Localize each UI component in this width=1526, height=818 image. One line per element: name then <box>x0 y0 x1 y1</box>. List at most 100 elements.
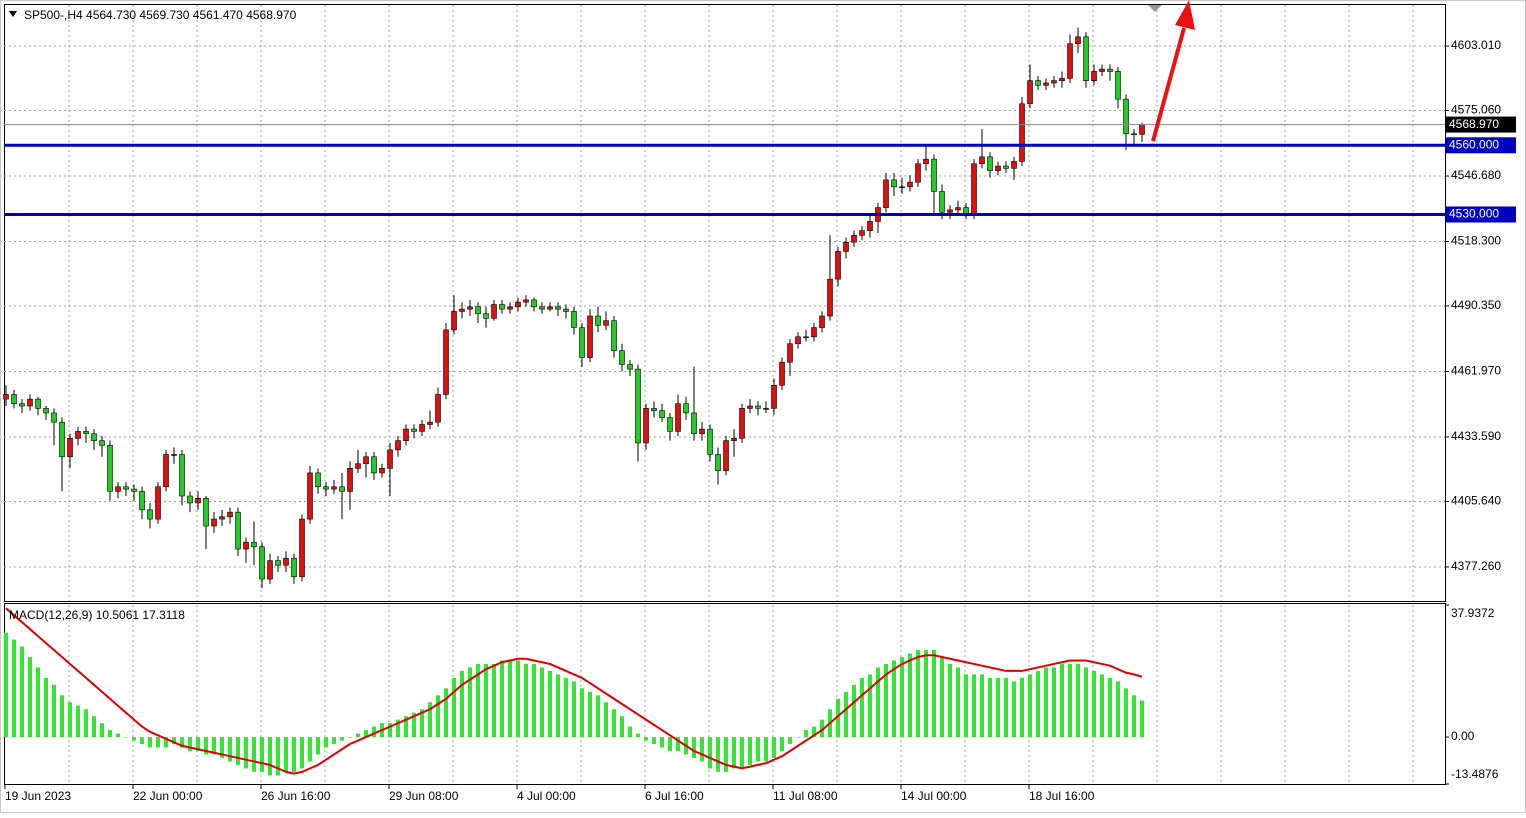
macd-histogram-bar <box>956 667 960 738</box>
candle-body <box>355 463 361 469</box>
candle-body <box>779 361 785 386</box>
candle-body <box>179 454 185 497</box>
macd-histogram-bar <box>476 663 480 738</box>
macd-histogram-bar <box>276 737 280 776</box>
candle-body <box>451 311 457 331</box>
macd-histogram-bar <box>1068 663 1072 738</box>
macd-histogram-bar <box>396 719 400 738</box>
candle-body <box>363 456 369 465</box>
macd-histogram-bar <box>1108 677 1112 738</box>
candle-body <box>1011 161 1017 169</box>
last-price-label: 4568.970 <box>1449 117 1499 131</box>
macd-histogram-bar <box>332 737 336 745</box>
candle-body <box>579 327 585 358</box>
macd-histogram-bar <box>884 663 888 738</box>
candle-body <box>107 444 113 492</box>
candle-body <box>787 343 793 363</box>
macd-histogram-bar <box>1020 677 1024 738</box>
candle-body <box>235 511 241 550</box>
macd-histogram-bar <box>756 737 760 762</box>
macd-histogram-bar <box>1004 677 1008 738</box>
macd-histogram-bar <box>324 737 328 748</box>
candle-body <box>443 329 449 395</box>
macd-histogram-bar <box>500 660 504 738</box>
level-label: 4530.000 <box>1449 207 1499 221</box>
x-tick-label: 14 Jul 00:00 <box>901 789 967 803</box>
candle-body <box>171 454 177 456</box>
candle-body <box>667 417 673 432</box>
y-tick-label: 4490.350 <box>1451 298 1501 312</box>
candle-body <box>459 308 465 312</box>
candle-body <box>403 428 409 441</box>
macd-histogram-bar <box>908 653 912 738</box>
macd-histogram-bar <box>540 667 544 738</box>
candle-body <box>427 421 433 425</box>
macd-histogram-bar <box>492 663 496 738</box>
macd-histogram-bar <box>1084 667 1088 738</box>
candle-body <box>1083 36 1089 81</box>
candle-body <box>115 486 121 492</box>
candle-body <box>35 398 41 409</box>
macd-histogram-bar <box>468 667 472 738</box>
macd-histogram-bar <box>708 737 712 769</box>
macd-histogram-bar <box>804 730 808 738</box>
macd-histogram-bar <box>164 737 168 748</box>
macd-histogram-bar <box>604 702 608 738</box>
marks-layer <box>3 27 1445 776</box>
level-label-box <box>1446 206 1516 223</box>
macd-histogram-bar <box>660 737 664 748</box>
macd-histogram-bar <box>868 674 872 738</box>
macd-histogram-bar <box>108 730 112 738</box>
macd-histogram-bar <box>444 688 448 738</box>
macd-histogram-bar <box>28 656 32 738</box>
candle-body <box>595 315 601 326</box>
candle-body <box>683 403 689 414</box>
macd-histogram-bar <box>36 667 40 738</box>
candle-body <box>915 163 921 183</box>
macd-histogram-bar <box>4 632 8 738</box>
macd-histogram-bar <box>44 677 48 738</box>
macd-histogram-bar <box>580 688 584 738</box>
x-tick-label: 19 Jun 2023 <box>5 789 71 803</box>
candle-body <box>475 306 481 315</box>
macd-histogram-bar <box>916 650 920 738</box>
macd-histogram-bar <box>532 663 536 738</box>
macd-histogram-bar <box>572 681 576 738</box>
candle-body <box>763 408 769 410</box>
candle-body <box>1067 43 1073 79</box>
candle-body <box>51 412 57 423</box>
candle-body <box>195 498 201 504</box>
macd-histogram-bar <box>940 656 944 738</box>
macd-histogram-bar <box>124 737 128 738</box>
y-tick-label: 4518.300 <box>1451 234 1501 248</box>
macd-histogram-bar <box>732 737 736 769</box>
candle-body <box>611 320 617 351</box>
candle-body <box>483 313 489 319</box>
candle-body <box>331 486 337 490</box>
candle-body <box>267 560 273 580</box>
candle-body <box>795 336 801 345</box>
x-tick-label: 11 Jul 08:00 <box>773 789 838 803</box>
macd-histogram-bar <box>772 737 776 758</box>
macd-histogram-bar <box>876 667 880 738</box>
macd-histogram-bar <box>1092 670 1096 738</box>
candle-body <box>499 304 505 310</box>
macd-histogram-bar <box>700 737 704 762</box>
macd-histogram-bar <box>180 737 184 748</box>
macd-histogram-bar <box>1124 688 1128 738</box>
candle-body <box>867 221 873 231</box>
candle-body <box>387 449 393 469</box>
candle-body <box>419 424 425 432</box>
candle-body <box>771 384 777 409</box>
macd-histogram-bar <box>260 737 264 772</box>
macd-histogram-bar <box>268 737 272 776</box>
candle-body <box>275 560 281 566</box>
candle-body <box>899 186 905 189</box>
candle-body <box>163 454 169 488</box>
x-tick-label: 29 Jun 08:00 <box>389 789 459 803</box>
macd-histogram-bar <box>964 674 968 738</box>
macd-histogram-bar <box>228 737 232 762</box>
x-tick-label: 4 Jul 00:00 <box>517 789 576 803</box>
y-tick-label: 4433.590 <box>1451 429 1501 443</box>
